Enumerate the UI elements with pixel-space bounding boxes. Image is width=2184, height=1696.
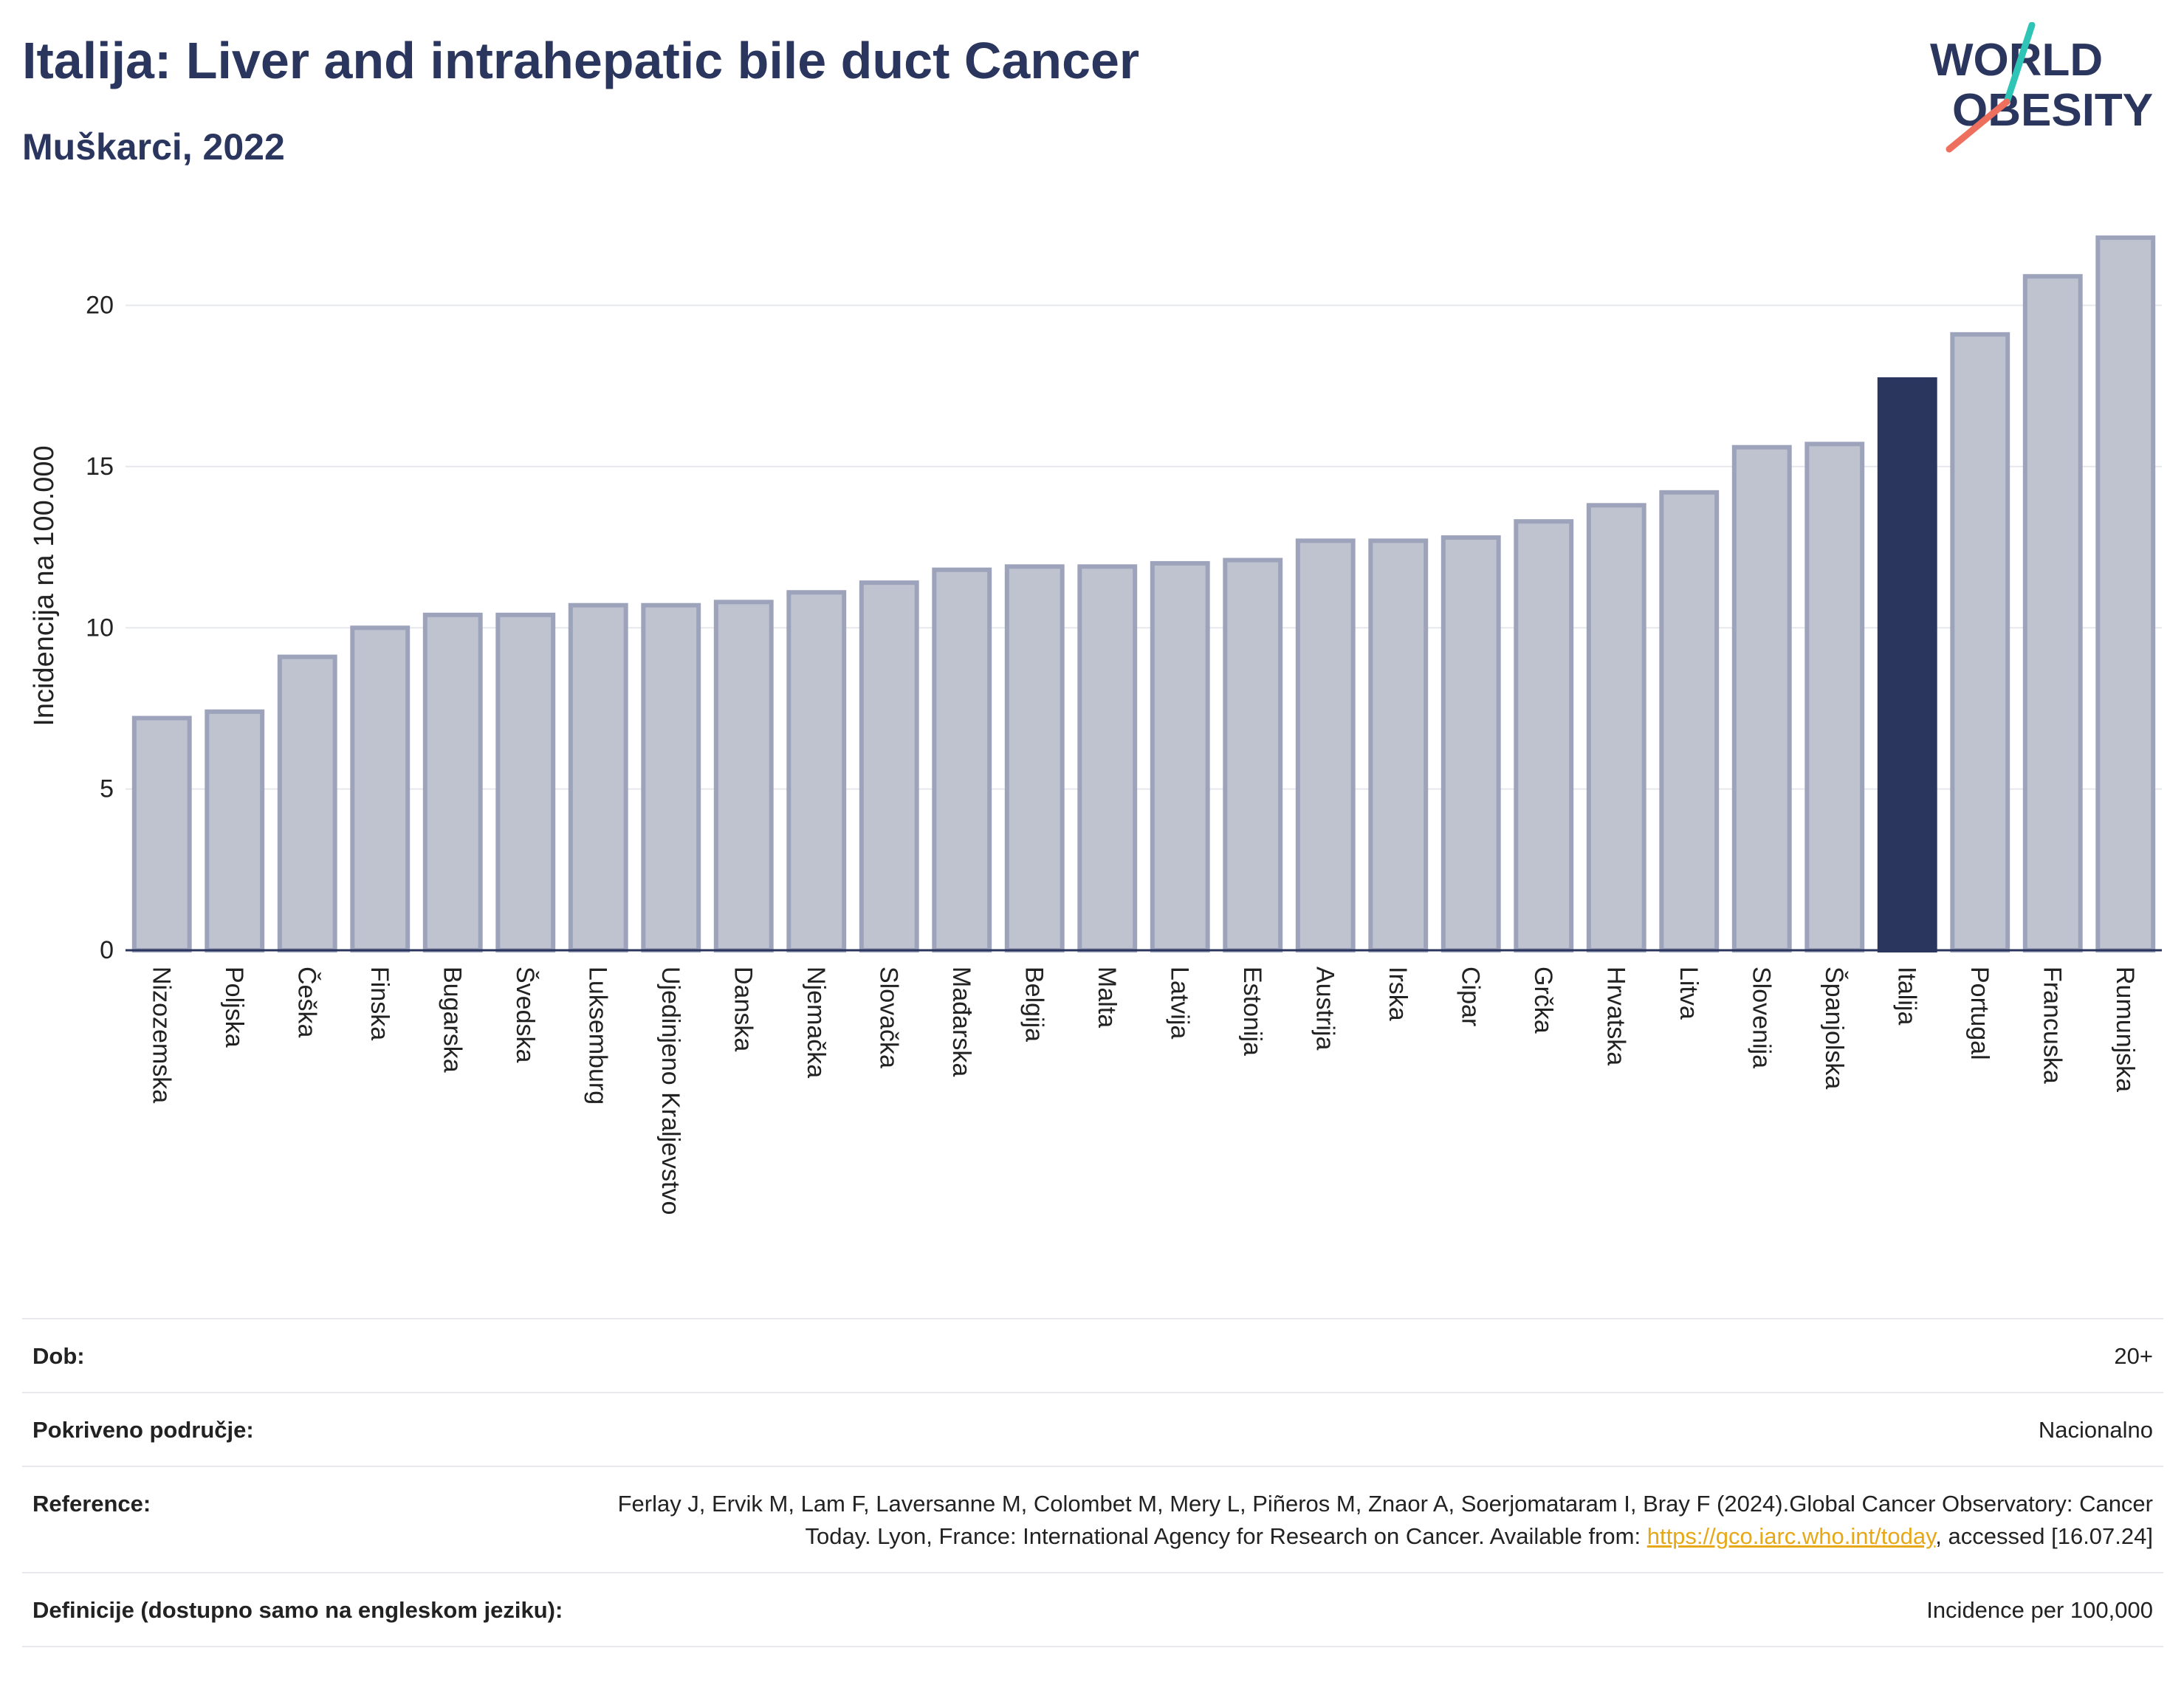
x-tick-label: Latvija <box>1165 967 1193 1039</box>
bar <box>205 709 265 952</box>
y-tick-label: 20 <box>86 292 114 320</box>
logo-text-obesity: OBESITY <box>1952 85 2153 136</box>
x-tick-label: Švedska <box>511 967 539 1062</box>
x-tick-label: Španjolska <box>1820 967 1848 1089</box>
bar <box>1004 564 1065 952</box>
meta-row-definitions: Definicije (dostupno samo na engleskom j… <box>22 1572 2163 1647</box>
meta-row-coverage: Pokriveno područje: Nacionalno <box>22 1392 2163 1466</box>
bar <box>495 612 556 952</box>
x-tick-label: Nizozemska <box>147 967 175 1103</box>
meta-value: Incidence per 100,000 <box>1926 1597 2153 1623</box>
bar <box>422 612 483 952</box>
metadata-table: Dob: 20+ Pokriveno područje: Nacionalno … <box>22 1318 2163 1647</box>
bar <box>859 580 919 952</box>
meta-row-reference: Reference: Ferlay J, Ervik M, Lam F, Lav… <box>22 1466 2163 1572</box>
bar <box>932 567 992 952</box>
x-tick-label: Danska <box>729 967 757 1051</box>
x-tick-label: Estonija <box>1238 967 1266 1056</box>
meta-key: Pokriveno područje: <box>32 1417 254 1443</box>
x-tick-label: Malta <box>1093 967 1121 1028</box>
reference-text: Ferlay J, Ervik M, Lam F, Laversanne M, … <box>617 1491 2153 1549</box>
x-tick-label: Njemačka <box>802 967 830 1078</box>
reference-accessed: , accessed [16.07.24] <box>1935 1523 2153 1549</box>
y-tick-label: 5 <box>100 775 114 803</box>
logo-slash-coral <box>1946 98 2010 153</box>
meta-row-age: Dob: 20+ <box>22 1318 2163 1392</box>
x-tick-label: Cipar <box>1456 967 1484 1026</box>
x-tick-label: Grčka <box>1529 967 1557 1034</box>
bar <box>1514 519 1574 952</box>
reference-link[interactable]: https://gco.iarc.who.int/today <box>1646 1523 1936 1549</box>
x-tick-label: Italija <box>1892 967 1920 1025</box>
x-tick-label: Slovenija <box>1747 967 1775 1068</box>
bar <box>131 715 192 952</box>
x-tick-label: Litva <box>1675 967 1703 1020</box>
x-tick-label: Slovačka <box>874 967 902 1068</box>
y-tick-label: 10 <box>86 614 114 642</box>
x-tick-label: Belgija <box>1020 967 1048 1042</box>
bar <box>1950 332 2010 952</box>
y-tick-label: 0 <box>100 936 114 964</box>
bar <box>2022 274 2083 953</box>
bar <box>1077 564 1138 952</box>
meta-value: Ferlay J, Ervik M, Lam F, Laversanne M, … <box>566 1488 2153 1553</box>
x-tick-label: Austrija <box>1311 967 1339 1050</box>
x-tick-label: Portugal <box>1965 967 1994 1060</box>
bar <box>1150 560 1210 952</box>
bar <box>1586 503 1646 952</box>
bar <box>1440 535 1501 952</box>
bar <box>713 600 774 953</box>
bar <box>641 602 701 952</box>
x-tick-label: Francuska <box>2038 967 2066 1084</box>
x-tick-label: Irska <box>1384 967 1412 1021</box>
x-tick-label: Češka <box>292 967 320 1037</box>
meta-value: Nacionalno <box>2038 1417 2153 1443</box>
x-tick-label: Bugarska <box>438 967 466 1073</box>
x-tick-label: Mađarska <box>947 967 975 1077</box>
bar <box>1295 538 1356 952</box>
bar <box>1877 377 1937 952</box>
world-obesity-logo: WORLD OBESITY <box>1930 22 2153 153</box>
bar <box>1223 557 1283 952</box>
meta-key: Dob: <box>32 1343 85 1369</box>
bar <box>1368 538 1429 952</box>
x-tick-label: Rumunjska <box>2111 967 2139 1092</box>
x-tick-label: Finska <box>365 967 394 1040</box>
x-tick-label: Ujedinjeno Kraljevstvo <box>656 967 684 1215</box>
x-tick-label: Luksemburg <box>583 967 611 1105</box>
meta-value: 20+ <box>2114 1343 2153 1369</box>
meta-key: Definicije (dostupno samo na engleskom j… <box>32 1597 563 1623</box>
bar-chart: 0 5 10 15 20 Incidencija na 100.000 Nizozemska… <box>29 235 2162 1215</box>
bar <box>786 590 847 952</box>
bar <box>350 625 411 953</box>
chart-title: Italija: Liver and intrahepatic bile duc… <box>22 32 1140 89</box>
y-axis-label: Incidencija na 100.000 <box>29 445 60 726</box>
x-tick-label: Hrvatska <box>1601 967 1630 1065</box>
bar <box>1804 442 1865 952</box>
bar <box>568 602 628 952</box>
bar <box>277 654 337 952</box>
bar <box>2095 235 2156 952</box>
chart-subtitle: Muškarci, 2022 <box>22 126 285 168</box>
y-tick-label: 15 <box>86 453 114 481</box>
x-tick-label: Poljska <box>220 967 248 1048</box>
meta-key: Reference: <box>32 1491 151 1517</box>
bar <box>1731 444 1792 952</box>
bar <box>1659 490 1720 952</box>
logo-slash-teal <box>2003 22 2036 106</box>
